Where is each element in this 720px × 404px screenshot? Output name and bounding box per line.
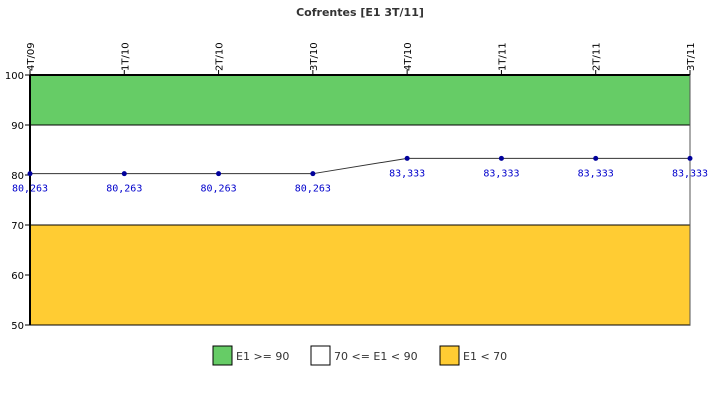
y-tick-label: 50 [11, 321, 24, 332]
data-label: 83,333 [578, 168, 614, 179]
series-layer [27, 155, 693, 177]
legend-swatch [310, 345, 331, 366]
y-tick-label: 100 [5, 71, 24, 82]
y-tick-label: 90 [11, 121, 24, 132]
x-tick-label: 3T/10 [309, 42, 320, 71]
x-tick-label: 1T/11 [497, 42, 508, 71]
y-tick-label: 70 [11, 221, 24, 232]
data-label: 80,263 [12, 184, 48, 195]
data-label: 83,333 [389, 168, 425, 179]
legend-swatch [439, 345, 460, 366]
band-rect [29, 74, 691, 126]
data-point [404, 155, 410, 161]
band-rect [29, 224, 691, 326]
data-label: 83,333 [483, 168, 519, 179]
data-point [498, 155, 504, 161]
data-point [593, 155, 599, 161]
x-tick-label: 2T/11 [592, 42, 603, 71]
data-label: 80,263 [201, 184, 237, 195]
data-point [216, 171, 222, 177]
legend: E1 >= 90 70 <= E1 < 90 E1 < 70 [212, 345, 507, 366]
data-point [121, 171, 127, 177]
data-label: 80,263 [295, 184, 331, 195]
data-point [687, 155, 693, 161]
chart-title: Cofrentes [E1 3T/11] [296, 6, 424, 19]
y-tick-label: 80 [11, 171, 24, 182]
x-tick-label: 4T/09 [26, 42, 37, 71]
series-line [30, 157, 690, 175]
x-tick-label: 4T/10 [403, 42, 414, 71]
band-rect [29, 124, 691, 226]
x-tick-label: 2T/10 [215, 42, 226, 71]
labels-layer: 80,263 80,263 80,263 80,263 83,333 83,333 83,3… [12, 168, 708, 194]
data-point [27, 171, 33, 177]
legend-swatch [212, 345, 233, 366]
x-tick-label: 3T/11 [686, 42, 697, 71]
bands-layer [29, 74, 691, 326]
legend-label: E1 >= 90 [236, 350, 289, 363]
data-point [310, 171, 316, 177]
y-tick-label: 60 [11, 271, 24, 282]
legend-label: E1 < 70 [463, 350, 507, 363]
x-tick-label: 1T/10 [120, 42, 131, 71]
data-label: 80,263 [106, 184, 142, 195]
data-label: 83,333 [672, 168, 708, 179]
legend-label: 70 <= E1 < 90 [334, 350, 418, 363]
